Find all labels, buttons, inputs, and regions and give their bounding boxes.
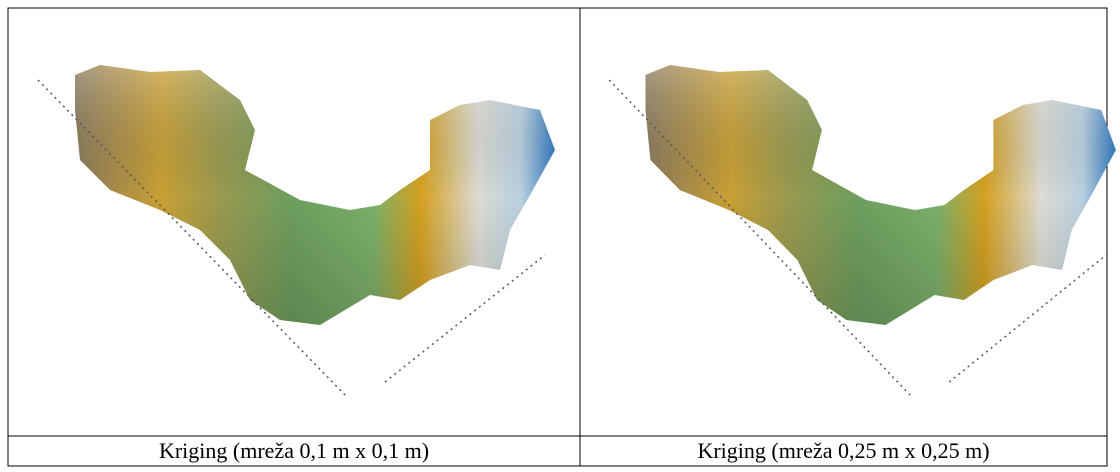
page: Kriging (mreža 0,1 m x 0,1 m) Kriging (m… <box>0 0 1120 472</box>
caption: Kriging (mreža 0,1 m x 0,1 m) <box>8 436 580 466</box>
figure-table <box>0 0 1120 472</box>
terrain-render <box>38 65 555 395</box>
caption: Kriging (mreža 0,25 m x 0,25 m) <box>580 436 1107 466</box>
terrain-render <box>609 65 1116 395</box>
